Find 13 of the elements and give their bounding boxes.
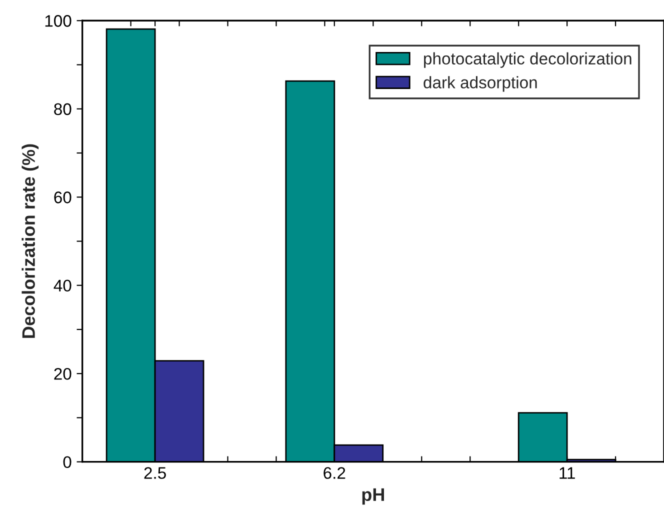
y-tick-label: 80 [54, 103, 72, 116]
y-tick-label: 0 [63, 456, 72, 468]
y-tick-label: 20 [54, 368, 72, 380]
legend-label: photocatalytic decolorization [424, 52, 632, 68]
y-tick-label: 60 [54, 192, 72, 204]
y-tick-label: 40 [54, 280, 72, 292]
y-tick-label: 100 [45, 15, 72, 27]
x-tick-label: 2.5 [144, 467, 166, 479]
x-tick-label: 11 [560, 467, 575, 479]
y-axis-title: Decolorization rate (%) [22, 144, 39, 338]
x-axis-title: pH [362, 488, 384, 505]
legend-label: dark adsorption [424, 76, 537, 92]
x-tick-label: 6.2 [324, 467, 346, 479]
